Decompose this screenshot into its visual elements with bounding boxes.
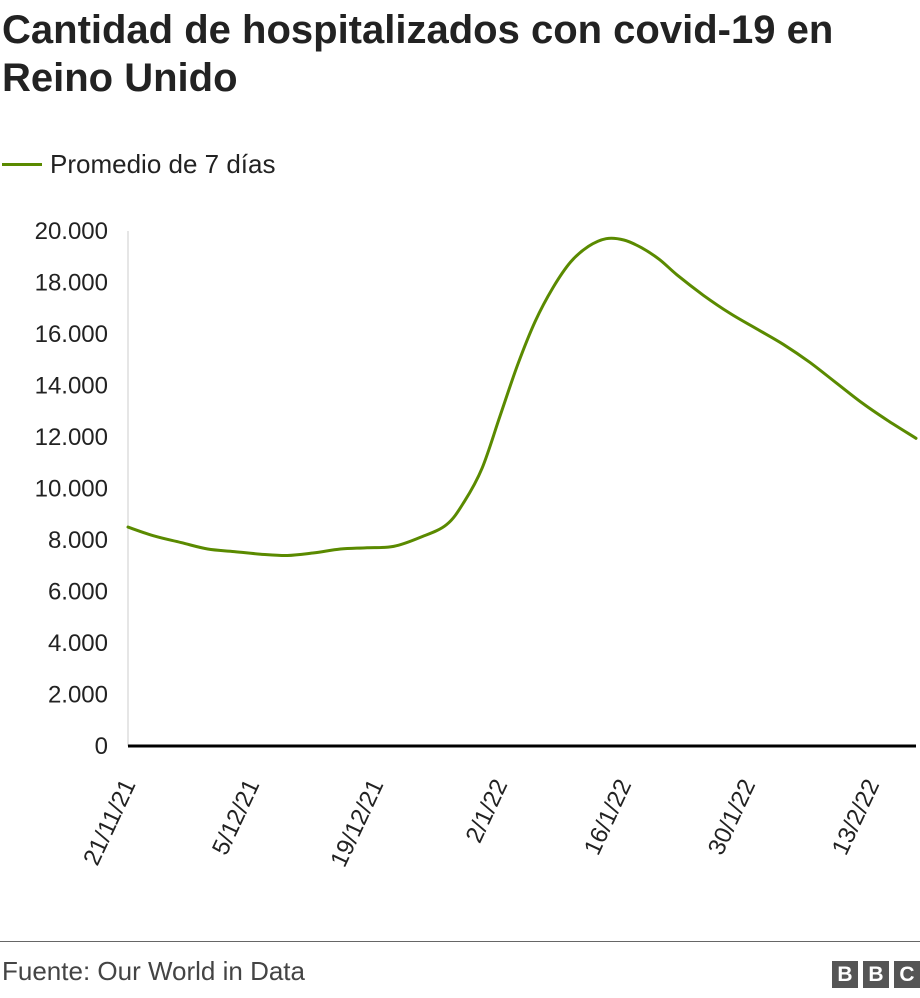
x-tick-label: 30/1/22: [703, 775, 761, 859]
x-tick-label: 13/2/22: [827, 775, 885, 859]
x-tick-label: 19/12/21: [325, 775, 389, 871]
source-note: Fuente: Our World in Data: [2, 956, 305, 986]
x-tick-label: 16/1/22: [579, 775, 637, 859]
series-line-promedio-7-dias: [126, 236, 918, 558]
y-tick-label: 12.000: [35, 424, 108, 451]
y-tick-label: 6.000: [48, 579, 108, 606]
y-tick-label: 16.000: [35, 321, 108, 348]
x-tick-label: 21/11/21: [78, 775, 141, 869]
y-tick-label: 20.000: [35, 218, 108, 245]
y-tick-label: 18.000: [35, 270, 108, 297]
y-tick-label: 10.000: [35, 476, 108, 503]
logo-letter: C: [894, 961, 920, 988]
logo-letter: B: [863, 961, 889, 988]
line-chart: 0 2.000 4.000 6.000 8.000 10.000 12.000 14.000 1…: [35, 218, 918, 871]
y-tick-label: 8.000: [48, 527, 108, 554]
legend-label: Promedio de 7 días: [50, 148, 276, 179]
x-tick-label: 2/1/22: [461, 775, 514, 847]
legend-swatch: [2, 162, 42, 166]
footer-divider: [0, 941, 920, 942]
y-tick-label: 0: [95, 733, 108, 760]
bbc-logo: B B C: [832, 961, 920, 988]
y-tick-label: 2.000: [48, 682, 108, 709]
legend: Promedio de 7 días: [2, 148, 275, 180]
logo-letter: B: [832, 961, 858, 988]
x-tick-label: 5/12/21: [207, 775, 265, 859]
y-tick-label: 14.000: [35, 373, 108, 400]
chart-title: Cantidad de hospitalizados con covid-19 …: [2, 8, 834, 101]
y-tick-label: 4.000: [48, 630, 108, 657]
